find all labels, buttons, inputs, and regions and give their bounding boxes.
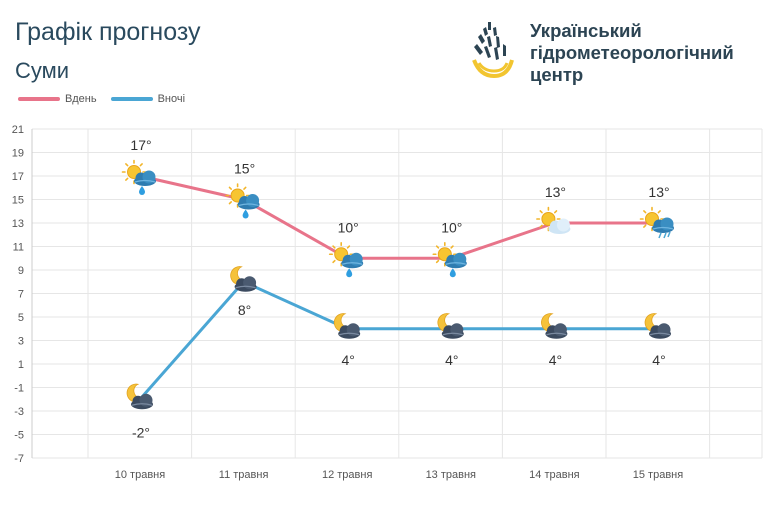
y-tick-label: 9 [18,265,24,277]
day-temp-label: 17° [130,137,151,153]
legend-swatch-night [110,97,153,101]
legend-item-night[interactable]: Вночі [110,93,186,105]
day-temp-label: 13° [545,184,566,200]
sun-cloud-rain-icon [121,159,157,195]
night-temp-label: 4° [652,352,665,368]
legend-label-night: Вночі [157,93,186,105]
legend-item-day[interactable]: Вдень [18,93,97,105]
sun-cloud-rain-icon [432,241,468,278]
y-tick-label: 17 [12,171,24,183]
sun-cloud-showers-icon [639,206,675,239]
y-tick-label: 7 [18,289,24,301]
chart-legend: Вдень Вночі [18,93,199,105]
drop-logo-icon [472,22,514,79]
ugmc-logo[interactable]: Український гідрометеорологічний центр [470,20,770,88]
sun-cloud-rain-icon [328,241,364,278]
x-tick-label: 13 травня [426,469,476,481]
x-tick-label: 14 травня [529,469,579,481]
chart-grid [31,128,763,459]
y-tick-label: -1 [14,383,24,395]
y-axis: 21 19 17 15 13 11 9 7 5 3 1 -1 -3 -5 -7 [12,124,24,465]
sun-cloud-rain-icon [225,183,261,219]
x-tick-label: 10 травня [115,469,165,481]
day-temp-label: 13° [648,184,669,200]
data-labels: 17° 15° 10° 10° 13° 13° -2° 8° 4° 4° 4° 4° [130,137,669,440]
logo-text-line3: центр [530,64,584,85]
y-tick-label: -7 [14,453,24,465]
y-tick-label: 5 [18,312,24,324]
day-temp-label: 10° [338,219,359,235]
legend-swatch-day [18,97,60,101]
x-tick-label: 12 травня [322,469,372,481]
logo-text-line1: Український [530,20,642,41]
night-temp-label: 4° [445,352,458,368]
logo-text-line2: гідрометеорологічний [530,42,734,63]
x-tick-label: 15 травня [633,469,683,481]
series-line-night [138,280,658,401]
y-tick-label: 11 [13,242,24,254]
legend-label-day: Вдень [65,93,97,105]
day-temp-label: 15° [234,161,255,177]
y-tick-label: -3 [14,406,24,418]
y-tick-label: 1 [18,359,24,371]
night-temp-label: 8° [238,302,251,318]
weather-icons [121,159,675,410]
y-tick-label: 15 [12,195,24,207]
y-tick-label: 21 [12,124,24,136]
page-title: Графік прогнозу [15,18,201,46]
sun-cloud-icon [536,206,571,234]
y-tick-label: 13 [12,218,24,230]
night-temp-label: 4° [549,352,562,368]
x-tick-label: 11 травня [219,469,269,481]
y-tick-label: 19 [12,148,24,160]
y-tick-label: -5 [14,430,24,442]
night-temp-label: -2° [132,424,150,440]
night-temp-label: 4° [342,352,355,368]
day-temp-label: 10° [441,219,462,235]
y-tick-label: 3 [18,336,24,348]
x-axis: 10 травня 11 травня 12 травня 13 травня 14 т… [115,469,683,481]
city-name: Суми [15,58,70,83]
